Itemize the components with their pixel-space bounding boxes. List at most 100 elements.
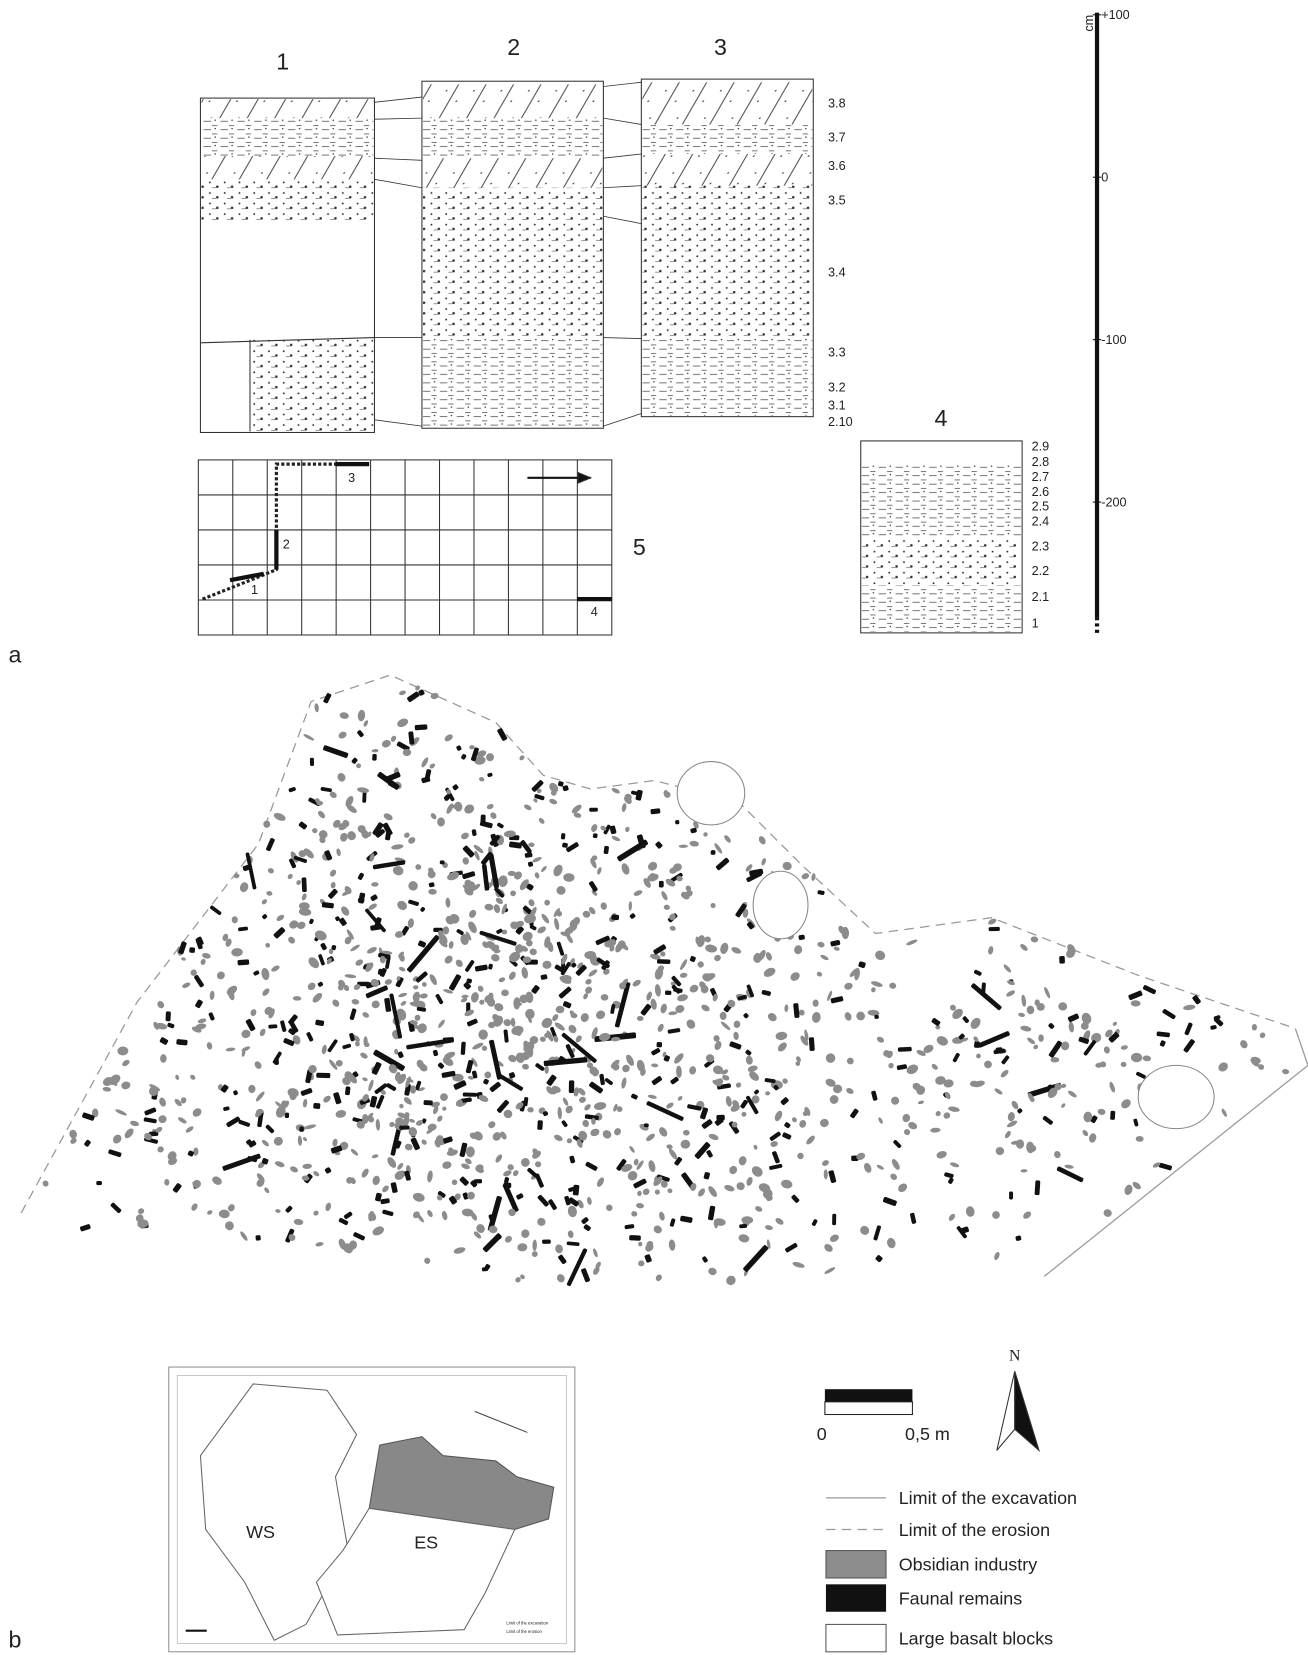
obsidian-find — [395, 899, 408, 912]
obsidian-find — [1103, 1046, 1111, 1055]
faunal-find — [433, 1050, 439, 1057]
obsidian-find — [445, 802, 455, 814]
obsidian-find — [707, 1185, 719, 1199]
obsidian-find — [780, 1179, 793, 1190]
obsidian-find — [392, 865, 405, 877]
faunal-find — [689, 956, 696, 963]
obsidian-find — [646, 860, 659, 872]
obsidian-find — [583, 1103, 592, 1112]
faunal-find — [482, 1267, 489, 1272]
faunal-find — [456, 745, 462, 751]
faunal-find — [769, 1164, 783, 1171]
faunal-find — [306, 1032, 314, 1042]
obsidian-find — [181, 957, 186, 961]
obsidian-find — [816, 971, 823, 978]
layer-label: 2.7 — [1032, 470, 1050, 484]
obsidian-find — [535, 1161, 541, 1167]
obsidian-find — [428, 973, 438, 986]
panel-label: a — [8, 641, 21, 667]
faunal-find — [420, 906, 426, 912]
obsidian-find — [668, 1011, 677, 1016]
obsidian-find — [445, 898, 450, 908]
panel-label: b — [8, 1627, 21, 1653]
obsidian-find — [454, 958, 464, 968]
faunal-find — [397, 1051, 404, 1059]
obsidian-find — [1259, 1031, 1267, 1039]
obsidian-find — [741, 1111, 747, 1117]
obsidian-find — [567, 1023, 578, 1034]
obsidian-find — [224, 1220, 235, 1231]
obsidian-find — [363, 1036, 368, 1047]
obsidian-find — [421, 981, 428, 988]
obsidian-find — [420, 1138, 427, 1145]
obsidian-find — [115, 1108, 128, 1117]
obsidian-find — [983, 1060, 992, 1069]
obsidian-find — [156, 1000, 166, 1010]
faunal-find — [369, 1096, 377, 1108]
obsidian-find — [738, 1233, 750, 1243]
obsidian-find — [669, 925, 676, 931]
obsidian-find — [728, 1165, 739, 1176]
obsidian-find — [935, 1034, 949, 1047]
scale-tick-label: -200 — [1101, 495, 1126, 509]
obsidian-find — [562, 1097, 570, 1107]
basalt-block — [753, 871, 808, 939]
obsidian-find — [710, 902, 717, 909]
faunal-find — [970, 983, 1002, 1011]
obsidian-find — [745, 1176, 753, 1187]
faunal-find — [353, 1232, 366, 1241]
obsidian-find — [158, 1097, 167, 1108]
obsidian-find — [1020, 1025, 1032, 1032]
obsidian-find — [532, 1239, 537, 1251]
faunal-find — [195, 999, 204, 1009]
obsidian-find — [672, 1052, 685, 1065]
obsidian-find — [311, 991, 324, 1004]
obsidian-find — [650, 998, 658, 1010]
obsidian-find — [472, 844, 484, 855]
faunal-find — [562, 842, 568, 848]
faunal-find — [327, 1039, 338, 1053]
obsidian-find — [331, 998, 341, 1008]
obsidian-find — [255, 1090, 266, 1102]
faunal-find — [342, 1043, 351, 1049]
faunal-find — [910, 1212, 917, 1224]
obsidian-find — [523, 913, 537, 925]
obsidian-find — [637, 1016, 644, 1022]
scale-tick-label: 0 — [1101, 170, 1108, 184]
obsidian-find — [704, 944, 717, 954]
obsidian-find — [596, 867, 602, 876]
obsidian-find — [713, 954, 722, 963]
faunal-find — [504, 1177, 510, 1184]
faunal-find — [651, 1075, 663, 1085]
obsidian-find — [1142, 1055, 1151, 1061]
obsidian-find — [948, 1106, 960, 1113]
obsidian-find — [232, 916, 238, 923]
faunal-find — [503, 1029, 508, 1042]
obsidian-find — [1136, 1136, 1144, 1142]
obsidian-find — [555, 1273, 566, 1284]
faunal-find — [830, 996, 843, 1004]
obsidian-find — [461, 995, 468, 999]
obsidian-find — [350, 1148, 359, 1157]
obsidian-find — [679, 845, 688, 848]
faunal-find — [274, 1058, 279, 1065]
obsidian-find — [381, 739, 392, 749]
obsidian-find — [689, 1066, 697, 1075]
obsidian-find — [1064, 1164, 1074, 1169]
obsidian-find — [299, 902, 310, 910]
obsidian-find — [876, 1035, 885, 1044]
obsidian-find — [287, 935, 297, 945]
faunal-find — [809, 1037, 815, 1051]
obsidian-find — [513, 997, 520, 1009]
obsidian-find — [631, 978, 642, 987]
obsidian-find — [120, 1080, 131, 1090]
faunal-find — [280, 1020, 287, 1032]
obsidian-find — [261, 1139, 270, 1148]
obsidian-find — [824, 1169, 828, 1179]
faunal-find — [629, 913, 636, 920]
obsidian-find — [782, 861, 793, 871]
obsidian-find — [381, 1184, 390, 1193]
faunal-find — [830, 940, 840, 947]
faunal-find — [462, 845, 475, 858]
obsidian-find — [339, 832, 348, 842]
